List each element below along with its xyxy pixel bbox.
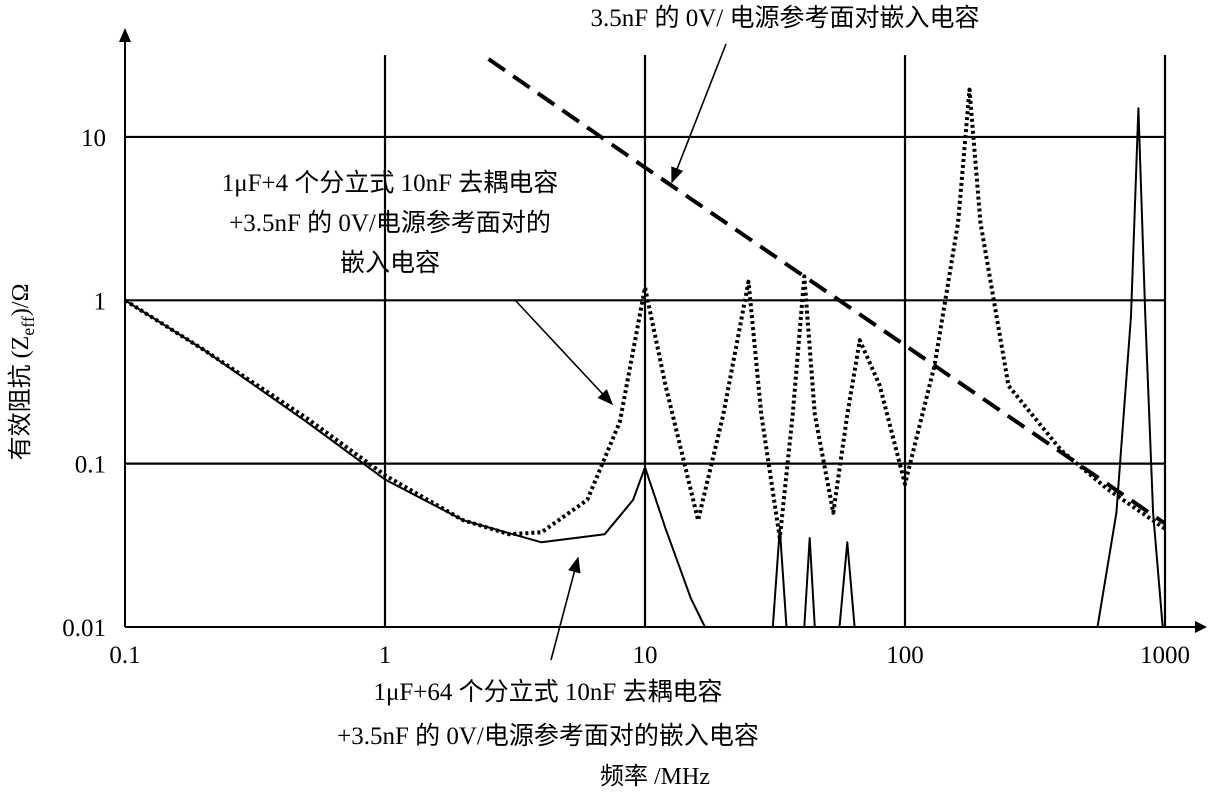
- y-label-sub: eff: [18, 316, 38, 336]
- x-axis-label: 频率 /MHz: [600, 763, 710, 790]
- x-tick-label: 0.1: [109, 642, 140, 669]
- y-label-part: 有效阻抗 (Z: [7, 336, 34, 461]
- x-tick-label: 1: [379, 642, 392, 669]
- y-axis-arrow: [119, 28, 131, 42]
- x-tick-label: 10: [633, 642, 658, 669]
- y-tick-label: 1: [94, 288, 107, 315]
- annotation-arrow: [550, 556, 581, 661]
- annotation: 1μF+64 个分立式 10nF 去耦电容: [373, 678, 722, 706]
- x-tick-label: 1000: [1140, 642, 1190, 669]
- series-line: [124, 107, 1164, 628]
- annotation: +3.5nF 的 0V/电源参考面对的嵌入电容: [337, 722, 759, 750]
- annotation-arrow: [514, 299, 614, 406]
- y-label-part: )/Ω: [8, 284, 34, 317]
- annotation: 嵌入电容: [340, 249, 440, 277]
- y-axis-label: 有效阻抗 (Zeff)/Ω: [7, 284, 38, 461]
- annotation-arrow: [671, 43, 727, 184]
- annotation: +3.5nF 的 0V/电源参考面对的: [229, 209, 551, 237]
- y-tick-label: 0.1: [75, 452, 106, 479]
- annotation: 1μF+4 个分立式 10nF 去耦电容: [222, 169, 559, 197]
- annotation: 3.5nF 的 0V/ 电源参考面对嵌入电容: [591, 4, 980, 32]
- series-line: [487, 57, 1167, 526]
- x-axis-arrow: [1195, 621, 1207, 633]
- y-tick-label: 0.01: [62, 615, 106, 642]
- y-tick-label: 10: [81, 125, 106, 152]
- x-tick-label: 100: [886, 642, 924, 669]
